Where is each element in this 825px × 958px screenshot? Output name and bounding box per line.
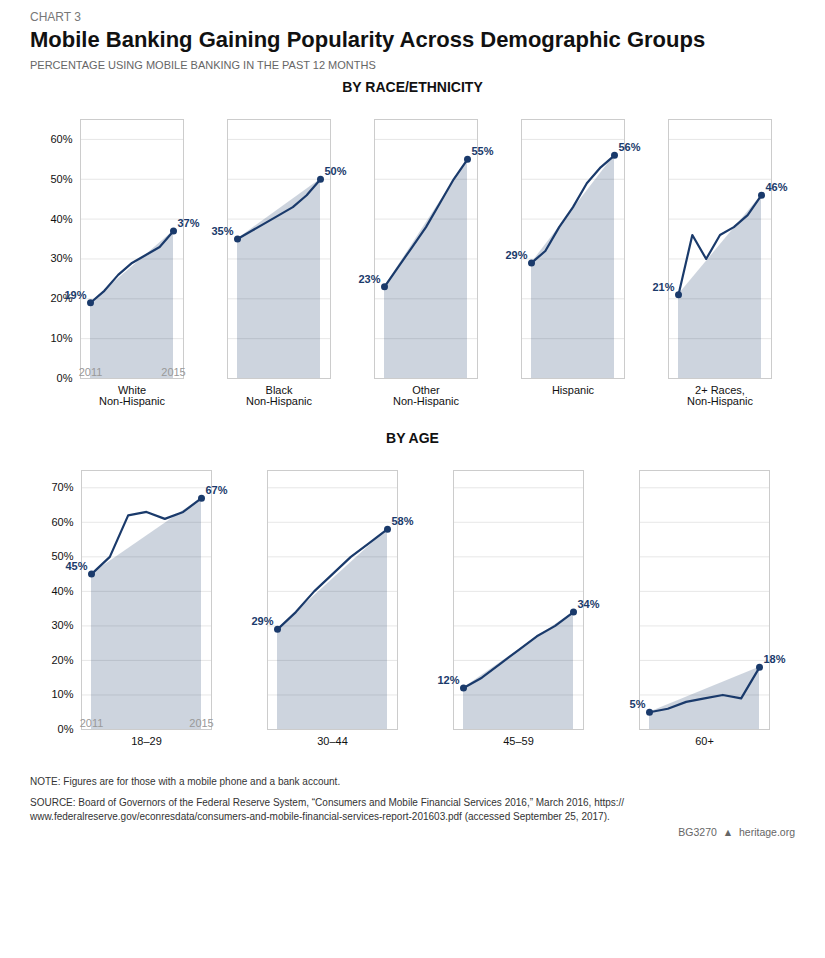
svg-text:20%: 20% — [50, 292, 73, 305]
svg-text:2+ Races,Non-Hispanic: 2+ Races,Non-Hispanic — [687, 384, 754, 407]
svg-text:2011: 2011 — [79, 366, 103, 378]
svg-text:55%: 55% — [472, 145, 494, 157]
svg-text:23%: 23% — [358, 273, 380, 285]
svg-text:WhiteNon-Hispanic: WhiteNon-Hispanic — [99, 384, 166, 407]
svg-text:50%: 50% — [50, 173, 72, 185]
html-text:NOTE: Figures are for those wi: NOTE: Figures are for those with a mobil… — [30, 776, 341, 787]
svg-text:2015: 2015 — [189, 717, 213, 729]
svg-text:12%: 12% — [437, 674, 459, 686]
html-text:www.federalreserve.gov/econres: www.federalreserve.gov/econresdata/consu… — [30, 811, 610, 822]
svg-text:35%: 35% — [211, 225, 233, 237]
svg-text:30–44: 30–44 — [317, 735, 348, 747]
svg-text:29%: 29% — [251, 615, 273, 627]
svg-text:40%: 40% — [51, 585, 73, 597]
svg-text:30%: 30% — [50, 252, 72, 264]
svg-text:19%: 19% — [64, 289, 86, 301]
svg-text:21%: 21% — [652, 281, 674, 293]
html-text:BG3270 ▲ heritage.org: BG3270 ▲ heritage.org — [678, 826, 795, 838]
svg-text:0%: 0% — [57, 372, 73, 384]
svg-text:46%: 46% — [766, 181, 788, 193]
svg-text:5%: 5% — [630, 698, 646, 710]
html-text:PERCENTAGE USING MOBILE BANKIN: PERCENTAGE USING MOBILE BANKING IN THE P… — [30, 59, 376, 71]
svg-text:10%: 10% — [51, 688, 73, 700]
svg-text:45–59: 45–59 — [503, 735, 534, 747]
html-text:SOURCE: Board of Governors of: SOURCE: Board of Governors of the Federa… — [30, 797, 625, 808]
svg-text:45%: 45% — [65, 560, 87, 572]
svg-text:50%: 50% — [51, 550, 74, 563]
svg-text:18%: 18% — [764, 653, 786, 665]
html-text:CHART 3: CHART 3 — [30, 10, 81, 24]
svg-text:30%: 30% — [51, 619, 73, 631]
svg-text:40%: 40% — [50, 213, 72, 225]
svg-text:60+: 60+ — [695, 735, 714, 747]
svg-text:56%: 56% — [619, 141, 641, 153]
html-text:Mobile Banking Gaining Popular: Mobile Banking Gaining Popularity Across… — [30, 27, 706, 52]
svg-text:OtherNon-Hispanic: OtherNon-Hispanic — [393, 384, 460, 407]
svg-text:50%: 50% — [325, 165, 347, 177]
svg-text:BlackNon-Hispanic: BlackNon-Hispanic — [246, 384, 313, 407]
svg-text:2011: 2011 — [80, 717, 104, 729]
svg-text:29%: 29% — [505, 249, 527, 261]
svg-text:70%: 70% — [51, 481, 73, 493]
svg-text:20%: 20% — [51, 654, 73, 666]
svg-text:10%: 10% — [50, 332, 72, 344]
svg-text:37%: 37% — [178, 217, 200, 229]
svg-text:18–29: 18–29 — [131, 735, 162, 747]
svg-text:0%: 0% — [58, 723, 74, 735]
svg-text:60%: 60% — [51, 516, 73, 528]
svg-text:58%: 58% — [392, 515, 414, 527]
svg-text:60%: 60% — [50, 133, 72, 145]
svg-text:Hispanic: Hispanic — [552, 384, 595, 396]
svg-text:34%: 34% — [578, 598, 600, 610]
html-text:BY AGE: BY AGE — [386, 430, 439, 446]
html-text:BY RACE/ETHNICITY: BY RACE/ETHNICITY — [342, 79, 483, 95]
svg-text:2015: 2015 — [161, 366, 185, 378]
svg-text:67%: 67% — [206, 484, 228, 496]
